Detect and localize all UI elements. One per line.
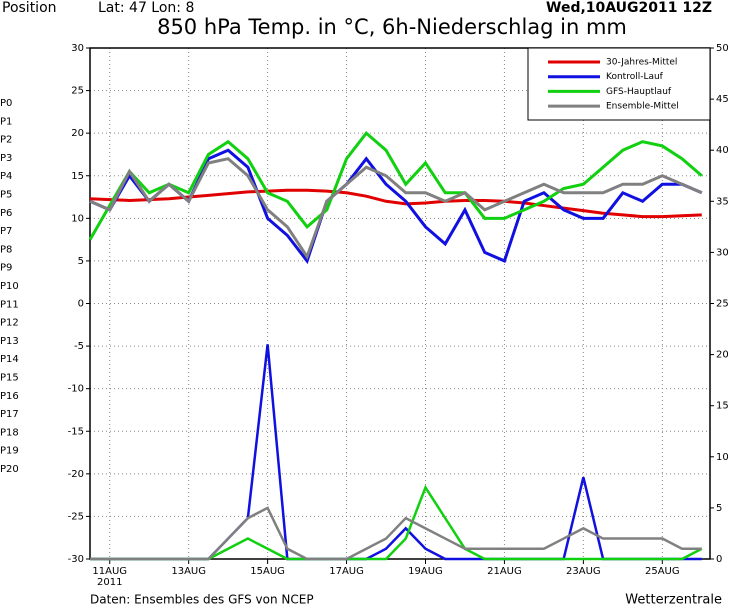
y2-tick-label: 0 [716,554,722,565]
y-tick-label: -20 [68,469,84,480]
y2-tick-label: 5 [716,503,722,514]
x-year-label: 2011 [97,577,122,588]
x-tick-label: 21AUG [487,566,522,577]
y2-tick-label: 20 [716,350,729,361]
member-label: P7 [0,226,12,237]
member-label: P4 [0,171,12,182]
y2-tick-label: 25 [716,299,729,310]
x-tick-label: 25AUG [645,566,680,577]
y2-tick-label: 40 [716,145,729,156]
y2-tick-label: 30 [716,247,729,258]
member-label: P6 [0,208,12,219]
temp-line [88,130,703,241]
legend-label: 30-Jahres-Mittel [606,58,677,68]
y-tick-label: -5 [74,341,84,352]
footer-source: Daten: Ensembles des GFS von NCEP [90,593,314,607]
member-label: P10 [0,281,19,292]
member-label: P9 [0,263,12,274]
y2-tick-label: 10 [716,452,729,463]
member-label: P0 [0,98,12,109]
y-tick-label: -15 [68,426,84,437]
legend-label: Ensemble-Mittel [606,102,679,112]
y-tick-label: -25 [68,511,84,522]
x-tick-label: 15AUG [250,566,285,577]
run-date: Wed,10AUG2011 12Z [546,0,712,16]
x-tick-label: 13AUG [171,566,206,577]
member-label: P16 [0,391,19,402]
member-label: P14 [0,354,19,365]
precip-line [90,506,702,561]
footer-brand: Wetterzentrale [625,593,722,608]
y-tick-label: -30 [68,554,84,565]
member-label: P1 [0,116,12,127]
member-label: P11 [0,299,19,310]
position-label: Position [2,0,57,16]
x-tick-label: 11AUG [92,566,127,577]
member-label: P18 [0,427,19,438]
member-label: P17 [0,409,19,420]
y2-tick-label: 35 [716,196,729,207]
y2-tick-label: 45 [716,94,729,105]
y-tick-label: 10 [71,213,84,224]
member-label: P5 [0,190,12,201]
member-label: P20 [0,464,19,475]
y-tick-label: 0 [78,299,84,310]
y2-tick-label: 15 [716,401,729,412]
chart-title: 850 hPa Temp. in °C, 6h-Niederschlag in … [157,15,627,39]
y2-tick-label: 50 [716,43,729,54]
y-tick-label: 30 [71,43,84,54]
member-label: P8 [0,244,12,255]
y-tick-label: 5 [78,256,84,267]
x-tick-label: 23AUG [566,566,601,577]
member-label: P15 [0,373,19,384]
x-tick-label: 19AUG [408,566,443,577]
y-tick-label: 25 [71,86,84,97]
member-label: P12 [0,318,19,329]
x-tick-label: 17AUG [329,566,364,577]
location: Lat: 47 Lon: 8 [98,0,194,16]
member-label: P3 [0,153,12,164]
member-label: P2 [0,135,12,146]
member-label: P19 [0,446,19,457]
legend-label: GFS-Hauptlauf [606,87,672,97]
legend-box [527,47,711,121]
y-tick-label: 20 [71,128,84,139]
plot-frame [89,47,711,560]
temp-line [89,157,703,260]
legend-label: Kontroll-Lauf [606,72,664,82]
y-tick-label: 15 [71,171,84,182]
member-label: P13 [0,336,19,347]
y-tick-label: -10 [68,384,84,395]
